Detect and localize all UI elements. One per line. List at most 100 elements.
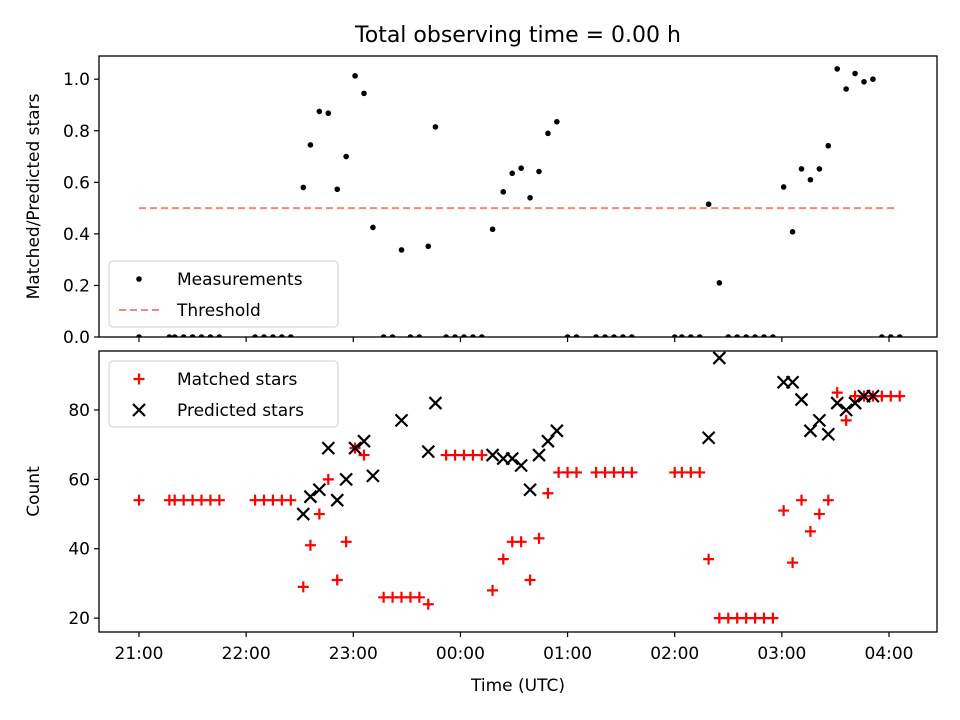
y-axis-label: Count <box>24 466 44 517</box>
measurements-point <box>861 78 867 85</box>
predicted-stars-point <box>550 424 564 438</box>
measurements-point <box>896 334 903 337</box>
predicted-stars-point <box>514 458 528 473</box>
matched-stars-point <box>476 449 488 461</box>
predicted-stars-point <box>821 427 836 442</box>
y-tick-label: 60 <box>68 470 90 490</box>
measurements-point <box>189 334 196 337</box>
predicted-stars-point <box>394 413 409 428</box>
matched-stars-point <box>831 387 843 399</box>
measurements-point <box>509 170 516 177</box>
y-tick-label: 20 <box>68 609 90 629</box>
measurements-point <box>500 189 507 195</box>
measurements-point <box>725 334 732 337</box>
legend-label: Matched stars <box>177 370 297 390</box>
matched-ratio-panel: 0.0 0.2 0.4 0.6 0.8 1.0 Matched/Predicted star… <box>24 55 938 348</box>
matched-stars-point <box>340 536 352 548</box>
predicted-stars-point <box>839 403 853 417</box>
measurements-point <box>470 334 476 337</box>
matched-stars-point <box>703 553 715 565</box>
predicted-stars-point <box>348 441 362 455</box>
matched-stars-point <box>487 584 499 596</box>
y-tick-label: 0.0 <box>63 328 90 348</box>
matched-stars-point <box>285 494 297 506</box>
axes-frame <box>98 55 938 338</box>
matched-stars-point <box>796 494 807 506</box>
matched-stars-point <box>313 508 325 520</box>
matched-stars-point <box>894 390 906 402</box>
measurements-point <box>573 334 580 337</box>
measurements-point <box>602 334 608 337</box>
measurements-point <box>407 334 414 337</box>
x-tick-label: 22:00 <box>222 644 271 664</box>
legend-label: Measurements <box>177 270 303 290</box>
measurements-point <box>879 334 885 337</box>
matched-stars-point <box>422 598 434 610</box>
x-tick-label: 00:00 <box>436 644 485 664</box>
measurements-point <box>198 334 205 337</box>
measurements-point <box>370 224 376 231</box>
measurements-point <box>770 334 776 337</box>
legend-handle <box>132 403 146 417</box>
measurements-point <box>325 110 332 117</box>
matched-stars-point <box>358 449 370 461</box>
measurements-point <box>816 166 823 172</box>
measurements-point <box>825 142 832 149</box>
measurements-point <box>270 334 276 337</box>
measurements-point <box>136 334 142 337</box>
measurements-point <box>216 334 223 337</box>
y-tick-label: 40 <box>68 540 90 560</box>
predicted-stars-point <box>523 482 537 497</box>
measurements-point <box>743 334 749 337</box>
x-tick-label: 01:00 <box>543 644 592 664</box>
measurements-point <box>564 334 571 337</box>
measurements-point <box>398 247 405 253</box>
x-tick-label: 23:00 <box>329 644 378 664</box>
predicted-stars-point <box>532 448 546 462</box>
y-tick-label: 1.0 <box>63 70 90 90</box>
measurements-point <box>452 334 458 337</box>
measurements-point <box>620 334 626 337</box>
measurements-point <box>307 142 314 148</box>
measurements-point <box>852 70 858 77</box>
matched-stars-point <box>533 532 545 544</box>
matched-stars-point <box>297 581 309 593</box>
predicted-stars-point <box>712 351 727 365</box>
matched-stars-point <box>694 466 706 478</box>
measurements-point <box>380 334 387 337</box>
predicted-stars-point <box>296 507 311 521</box>
measurements-point <box>798 166 805 172</box>
measurements-point <box>316 108 323 115</box>
matched-stars-point <box>304 539 316 551</box>
measurements-point <box>671 334 678 337</box>
predicted-stars-point <box>312 482 327 497</box>
matched-stars-point <box>822 494 834 506</box>
matched-stars-point <box>515 536 527 548</box>
matched-stars-point <box>813 508 825 520</box>
measurements-point <box>696 334 703 337</box>
measurements-point <box>705 201 712 208</box>
x-axis-label: Time (UTC) <box>470 676 565 696</box>
measurements-point <box>870 76 876 83</box>
measurements-point <box>716 280 723 286</box>
matched-stars-point <box>542 487 554 499</box>
predicted-stars-point <box>848 396 862 410</box>
matched-stars-point <box>571 466 582 478</box>
predicted-stars-point <box>812 413 827 428</box>
matched-stars-point <box>626 466 638 478</box>
measurements-point <box>679 334 685 337</box>
matched-stars-point <box>133 494 145 506</box>
matched-stars-point <box>840 414 852 426</box>
measurements-point <box>432 124 439 130</box>
measurements-point <box>629 334 635 337</box>
measurements-point <box>361 90 367 97</box>
x-tick-label: 04:00 <box>865 644 914 664</box>
measurements-point <box>279 334 285 337</box>
measurements-point <box>261 334 267 337</box>
y-axis-label: Matched/Predicted stars <box>24 93 44 299</box>
measurements-point <box>843 86 849 92</box>
legend-label: Predicted stars <box>177 401 304 421</box>
measurements-point <box>752 334 758 337</box>
predicted-stars-point <box>303 489 318 504</box>
